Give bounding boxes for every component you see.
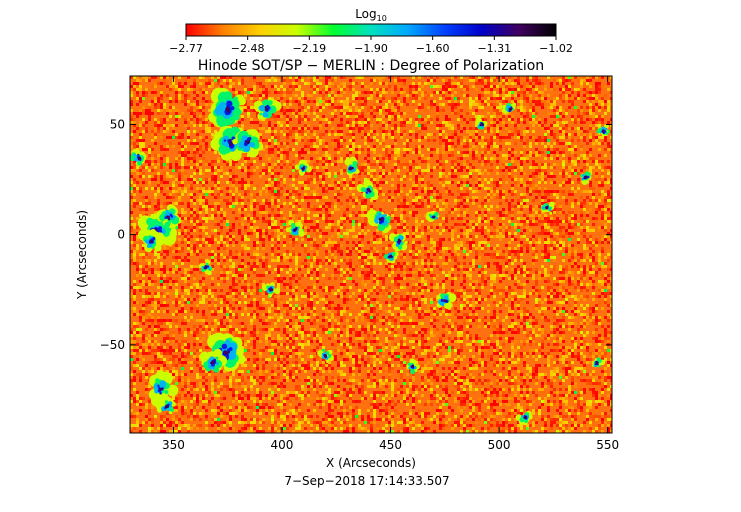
polarization-patch xyxy=(596,124,609,137)
polarization-patch xyxy=(425,210,440,223)
polarization-patch xyxy=(436,292,457,310)
colorbar-tick-label: −2.77 xyxy=(169,42,203,55)
polarization-patch xyxy=(501,102,517,114)
polarization-patch xyxy=(130,148,147,167)
colorbar-gradient xyxy=(185,23,557,37)
polarization-patch xyxy=(285,219,305,237)
polarization-patch xyxy=(580,171,592,186)
colorbar-tick-label: −2.48 xyxy=(231,42,265,55)
x-axis-label: X (Arcseconds) xyxy=(326,456,416,470)
polarization-patch xyxy=(592,357,606,368)
polarization-patch xyxy=(383,251,399,264)
x-tick-label: 350 xyxy=(162,438,185,452)
x-tick-label: 550 xyxy=(596,438,619,452)
colorbar-tick-label: −1.31 xyxy=(477,42,511,55)
high-polarization-regions xyxy=(130,87,609,426)
polarization-patch xyxy=(208,87,246,128)
polarization-patch xyxy=(156,204,182,229)
polarization-patch xyxy=(294,159,312,176)
polarization-patch xyxy=(148,370,179,407)
polarization-patch xyxy=(155,397,176,415)
polarization-patch xyxy=(317,349,334,364)
polarization-patch xyxy=(515,410,533,426)
y-tick-label: 0 xyxy=(117,228,125,242)
y-tick-label: 50 xyxy=(110,117,125,131)
polarization-patch xyxy=(232,129,264,158)
polarization-patch xyxy=(356,179,379,201)
y-axis-label: Y (Arcseconds) xyxy=(75,210,89,300)
polarization-patch xyxy=(344,156,360,176)
colorbar-tick-label: −2.19 xyxy=(292,42,326,55)
polarization-patch xyxy=(475,117,488,130)
observation-timestamp: 7−Sep−2018 17:14:33.507 xyxy=(284,474,449,488)
polarization-patch xyxy=(253,98,282,120)
y-axis: 50 0 −50 xyxy=(100,117,612,352)
polarization-patch xyxy=(210,125,243,162)
plot-frame xyxy=(129,75,613,434)
x-tick-label: 450 xyxy=(379,438,402,452)
polarization-patch xyxy=(541,201,555,215)
x-tick-label: 400 xyxy=(271,438,294,452)
colorbar-tick-label: −1.02 xyxy=(539,42,573,55)
colorbar: Log10 −2.77 −2.48 −2.19 −1.90 −1.60 −1.31 −1.0… xyxy=(169,7,573,55)
colorbar-tick-label: −1.90 xyxy=(354,42,388,55)
polarization-patch xyxy=(199,259,213,276)
polarization-patch xyxy=(388,233,408,252)
colorbar-tick-label: −1.60 xyxy=(416,42,450,55)
y-tick-label: −50 xyxy=(100,338,125,352)
polarization-patch xyxy=(262,282,281,298)
polarization-patch xyxy=(366,209,392,234)
polarization-patch xyxy=(142,228,165,253)
polarization-patch xyxy=(406,358,420,375)
x-tick-label: 500 xyxy=(488,438,511,452)
colorbar-ticks: −2.77 −2.48 −2.19 −1.90 −1.60 −1.31 −1.02 xyxy=(169,36,573,55)
colorbar-title: Log10 xyxy=(355,7,387,23)
polarization-patch xyxy=(199,348,228,373)
plot-area: 350 400 450 500 550 500−50 xyxy=(100,75,619,452)
x-axis: 350 400 450 500 550 xyxy=(162,76,619,452)
chart-title: Hinode SOT/SP − MERLIN : Degree of Polar… xyxy=(198,58,544,74)
